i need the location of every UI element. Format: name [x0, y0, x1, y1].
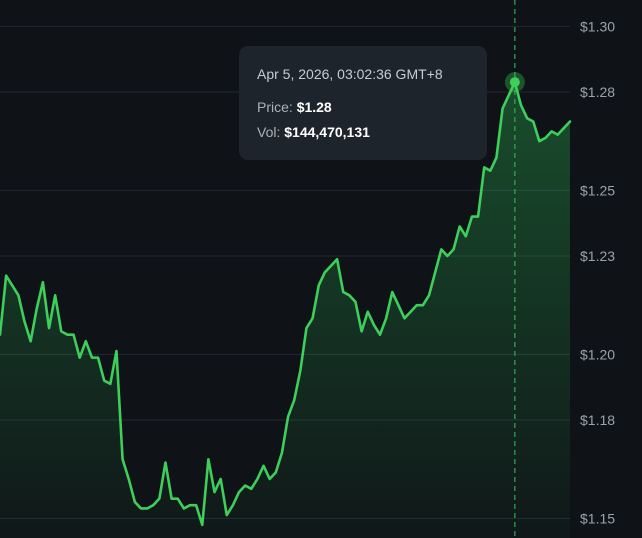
y-axis-ticks: $1.15 $1.18 $1.20 $1.23 $1.25 $1.28 $1.30 [580, 18, 615, 526]
price-tooltip: Apr 5, 2026, 03:02:36 GMT+8 Price: $1.28… [239, 46, 487, 160]
y-tick-label: $1.20 [580, 346, 615, 362]
y-tick-label: $1.25 [580, 182, 615, 198]
tooltip-vol-value: $144,470,131 [284, 124, 370, 140]
price-area-fill [0, 82, 570, 538]
y-tick-label: $1.30 [580, 18, 615, 34]
hover-point[interactable] [509, 77, 520, 88]
tooltip-datetime: Apr 5, 2026, 03:02:36 GMT+8 [257, 66, 443, 82]
y-tick-label: $1.23 [580, 248, 615, 264]
y-tick-label: $1.15 [580, 510, 615, 526]
tooltip-price-row: Price: $1.28 [257, 99, 469, 115]
y-tick-label: $1.18 [580, 412, 615, 428]
tooltip-vol-row: Vol: $144,470,131 [257, 124, 469, 140]
price-line [0, 80, 572, 527]
y-tick-label: $1.28 [580, 84, 615, 100]
tooltip-vol-label: Vol: [257, 124, 281, 140]
tooltip-price-value: $1.28 [296, 99, 332, 115]
tooltip-price-label: Price: [257, 99, 293, 115]
